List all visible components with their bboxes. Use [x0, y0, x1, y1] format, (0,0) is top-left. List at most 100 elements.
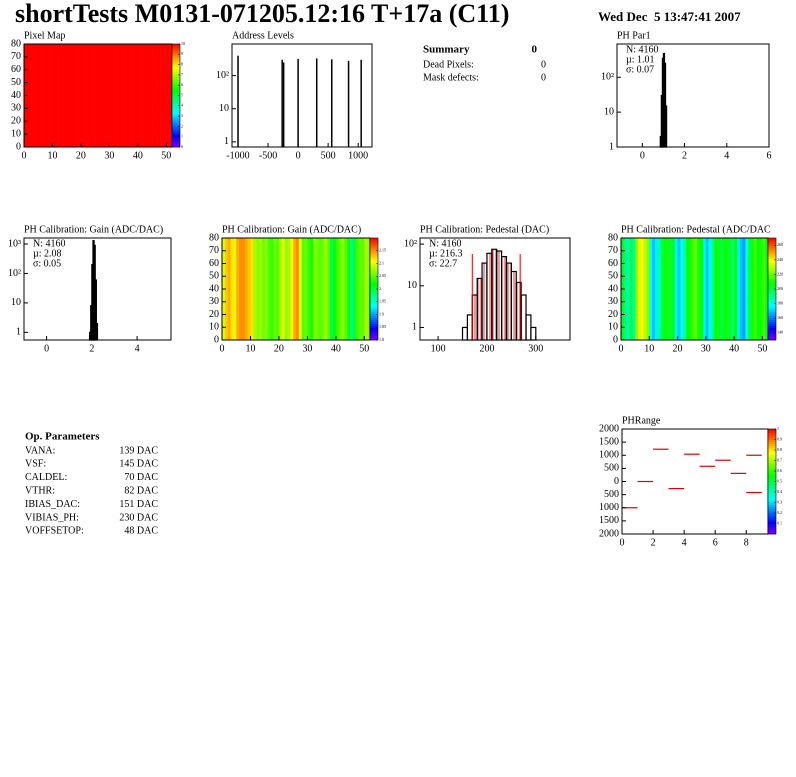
colorbar-slice	[768, 435, 776, 438]
heat-cell	[95, 44, 99, 147]
heat-cell	[686, 238, 690, 340]
heat-cell	[163, 44, 167, 147]
z-tick-label: 0.4	[777, 489, 782, 494]
stats-text: µ: 1.01	[626, 54, 655, 65]
colorbar-slice	[768, 297, 776, 300]
y-tick-label: 20	[608, 309, 618, 320]
x-tick-label: 30	[701, 343, 711, 354]
heat-cell	[126, 44, 130, 147]
colorbar-slice	[768, 496, 776, 499]
colorbar-slice	[768, 494, 776, 497]
heat-cell	[632, 238, 636, 340]
x-tick-label: 40	[729, 343, 739, 354]
colorbar-slice	[768, 492, 776, 495]
colorbar-slice	[768, 299, 776, 302]
colorbar-slice	[172, 89, 180, 92]
heat-cell	[244, 238, 248, 340]
heat-cell	[109, 44, 113, 147]
colorbar-slice	[768, 280, 776, 284]
heat-cell	[278, 238, 283, 340]
heat-cell	[120, 44, 124, 147]
colorbar-slice	[768, 450, 776, 453]
hist-bar	[510, 270, 517, 341]
heat-cell	[29, 44, 33, 147]
colorbar-slice	[172, 74, 180, 78]
colorbar-slice	[172, 144, 180, 148]
z-tick-label: 4	[181, 103, 183, 108]
colorbar-slice	[768, 466, 776, 470]
op-label: VIBIAS_PH:	[25, 512, 79, 523]
heat-cell	[364, 238, 368, 340]
colorbar-slice	[370, 286, 378, 290]
x-tick-label: 0	[620, 537, 625, 548]
heat-cell	[256, 238, 260, 340]
colorbar-slice	[172, 140, 180, 144]
z-tick-label: 0.2	[777, 510, 782, 515]
x-tick-label: 300	[528, 343, 543, 354]
frame	[231, 43, 373, 148]
colorbar-slice	[370, 305, 378, 308]
heat-cell	[92, 44, 96, 147]
colorbar-slice	[768, 485, 776, 489]
y-tick-label: 10	[11, 297, 21, 308]
heat-cell	[680, 238, 684, 340]
x-tick-label: 0	[220, 343, 225, 354]
heat-cell	[236, 238, 240, 340]
heat-cell	[635, 238, 639, 340]
heat-cell	[739, 238, 743, 340]
colorbar-slice	[768, 473, 776, 476]
heat-cell	[273, 238, 277, 340]
z-tick-label: 2	[379, 286, 381, 291]
colorbar-slice	[768, 272, 776, 276]
hist-bar	[496, 250, 503, 341]
z-tick-label: 1.85	[379, 324, 386, 329]
y-tick-label: 1	[224, 136, 229, 147]
colorbar-slice	[172, 107, 180, 111]
colorbar-slice	[172, 114, 180, 117]
y-tick-label: 20	[209, 309, 219, 320]
y-tick-label: 10	[219, 103, 229, 114]
pad-title: PH Calibration: Pedestal (DAC)	[420, 224, 549, 235]
heat-cell	[227, 238, 231, 340]
heat-cell	[335, 238, 339, 340]
op-value: 145 DAC	[119, 459, 158, 470]
colorbar-slice	[172, 50, 180, 53]
y-tick-label: 2000	[599, 423, 619, 434]
heat-cell	[157, 44, 161, 147]
heat-cell	[103, 44, 107, 147]
heat-cell	[759, 238, 763, 340]
y-tick-label: 40	[209, 283, 219, 294]
heat-cell	[284, 238, 288, 340]
op-value: 48 DAC	[124, 526, 158, 537]
y-tick-label: 0	[16, 141, 21, 152]
colorbar-slice	[172, 68, 180, 72]
colorbar-slice	[172, 126, 180, 129]
heat-cell	[290, 238, 294, 340]
heat-cell	[640, 238, 644, 340]
heat-cell	[281, 238, 285, 340]
heat-cell	[169, 44, 173, 147]
colorbar-slice	[768, 468, 776, 472]
x-tick-label: 8	[744, 537, 749, 548]
colorbar-slice	[172, 72, 180, 76]
colorbar-slice	[768, 284, 776, 288]
colorbar-slice	[768, 454, 776, 457]
heat-cell	[341, 238, 345, 340]
z-tick-label: 7	[181, 72, 183, 77]
colorbar-slice	[768, 445, 776, 449]
stats-text: µ: 216.3	[429, 248, 463, 259]
heat-cell	[367, 238, 371, 340]
colorbar-slice	[768, 443, 776, 447]
colorbar-slice	[172, 85, 180, 88]
colorbar-slice	[370, 254, 378, 257]
colorbar-slice	[768, 305, 776, 308]
heat-cell	[58, 44, 62, 147]
colorbar-slice	[370, 258, 378, 261]
colorbar-slice	[768, 254, 776, 257]
op-value: 139 DAC	[119, 445, 158, 456]
heat-cell	[264, 238, 268, 340]
heat-cell	[98, 44, 102, 147]
colorbar-slice	[172, 109, 180, 113]
colorbar-slice	[768, 513, 776, 516]
